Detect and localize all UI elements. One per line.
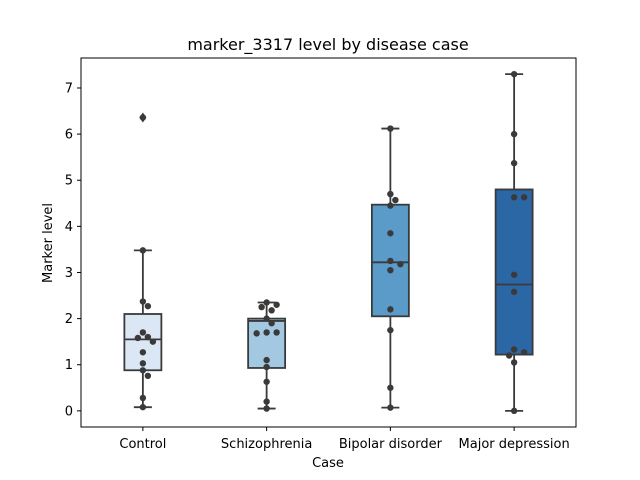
plot-area: 0 1 2 3 4 5 6 7 Control Schizophrenia Bipolar diso… (65, 57, 577, 452)
data-point (387, 125, 394, 132)
data-point (139, 329, 147, 336)
data-point (139, 349, 147, 356)
data-point (263, 405, 270, 412)
chart-title: marker_3317 level by disease case (187, 35, 468, 55)
data-point (144, 333, 152, 341)
y-axis-label: Marker level (41, 203, 56, 283)
x-tick-label: Bipolar disorder (339, 437, 443, 452)
data-point (149, 338, 157, 345)
data-point (263, 329, 270, 336)
data-point (520, 194, 528, 201)
data-point (139, 367, 147, 374)
data-point (397, 260, 404, 268)
data-point (387, 306, 394, 313)
data-point (263, 398, 270, 405)
data-point (144, 372, 152, 380)
data-point (387, 404, 394, 411)
x-tick-label: Schizophrenia (221, 437, 312, 452)
data-point (510, 288, 518, 296)
data-point (139, 298, 147, 305)
data-point (387, 230, 394, 237)
data-point (253, 330, 260, 337)
y-tick-label: 5 (65, 174, 73, 189)
y-tick-label: 3 (65, 266, 73, 281)
data-point (510, 70, 518, 78)
y-tick-label: 1 (65, 358, 73, 373)
data-point (387, 202, 394, 209)
data-point (139, 403, 147, 411)
data-point (139, 360, 147, 367)
plot-frame (80, 57, 577, 428)
data-point (510, 194, 518, 201)
data-point (387, 384, 394, 391)
data-point (510, 271, 518, 278)
data-point (392, 196, 399, 204)
y-tick-label: 4 (65, 220, 73, 235)
data-point (134, 334, 142, 342)
data-point (139, 247, 147, 254)
data-point (520, 349, 528, 356)
data-point (258, 303, 265, 311)
x-tick-label: Major depression (459, 437, 570, 452)
data-point (144, 302, 152, 310)
data-point (387, 190, 394, 198)
y-tick-label: 7 (65, 81, 73, 96)
data-point (263, 299, 270, 306)
data-point (268, 320, 275, 327)
data-point (139, 114, 147, 121)
y-tick-label: 6 (65, 128, 73, 143)
data-point (387, 326, 394, 334)
data-point (510, 407, 518, 415)
y-tick-label: 0 (65, 404, 73, 419)
data-point (505, 352, 513, 359)
data-point (139, 394, 147, 402)
data-point (510, 159, 518, 167)
x-tick-label: Control (119, 437, 166, 452)
x-axis-label: Case (312, 456, 344, 471)
data-point (387, 257, 394, 265)
data-point (387, 266, 394, 274)
data-point (273, 329, 280, 336)
data-point (263, 356, 270, 364)
data-point (268, 307, 275, 314)
data-point (510, 359, 518, 366)
data-point (263, 315, 270, 322)
data-point (510, 346, 518, 353)
data-point (263, 378, 270, 385)
data-point (273, 301, 280, 308)
data-point (510, 130, 518, 138)
data-point (263, 363, 270, 371)
y-tick-label: 2 (65, 312, 73, 327)
